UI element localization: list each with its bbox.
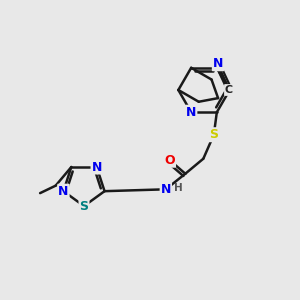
Text: H: H — [174, 183, 183, 193]
Text: S: S — [209, 128, 218, 141]
Text: O: O — [164, 154, 175, 167]
Text: N: N — [58, 185, 69, 198]
Text: N: N — [213, 57, 223, 70]
Text: N: N — [186, 106, 196, 119]
Text: N: N — [160, 183, 171, 196]
Text: N: N — [92, 160, 102, 173]
Text: C: C — [225, 85, 233, 95]
Text: S: S — [80, 200, 88, 213]
